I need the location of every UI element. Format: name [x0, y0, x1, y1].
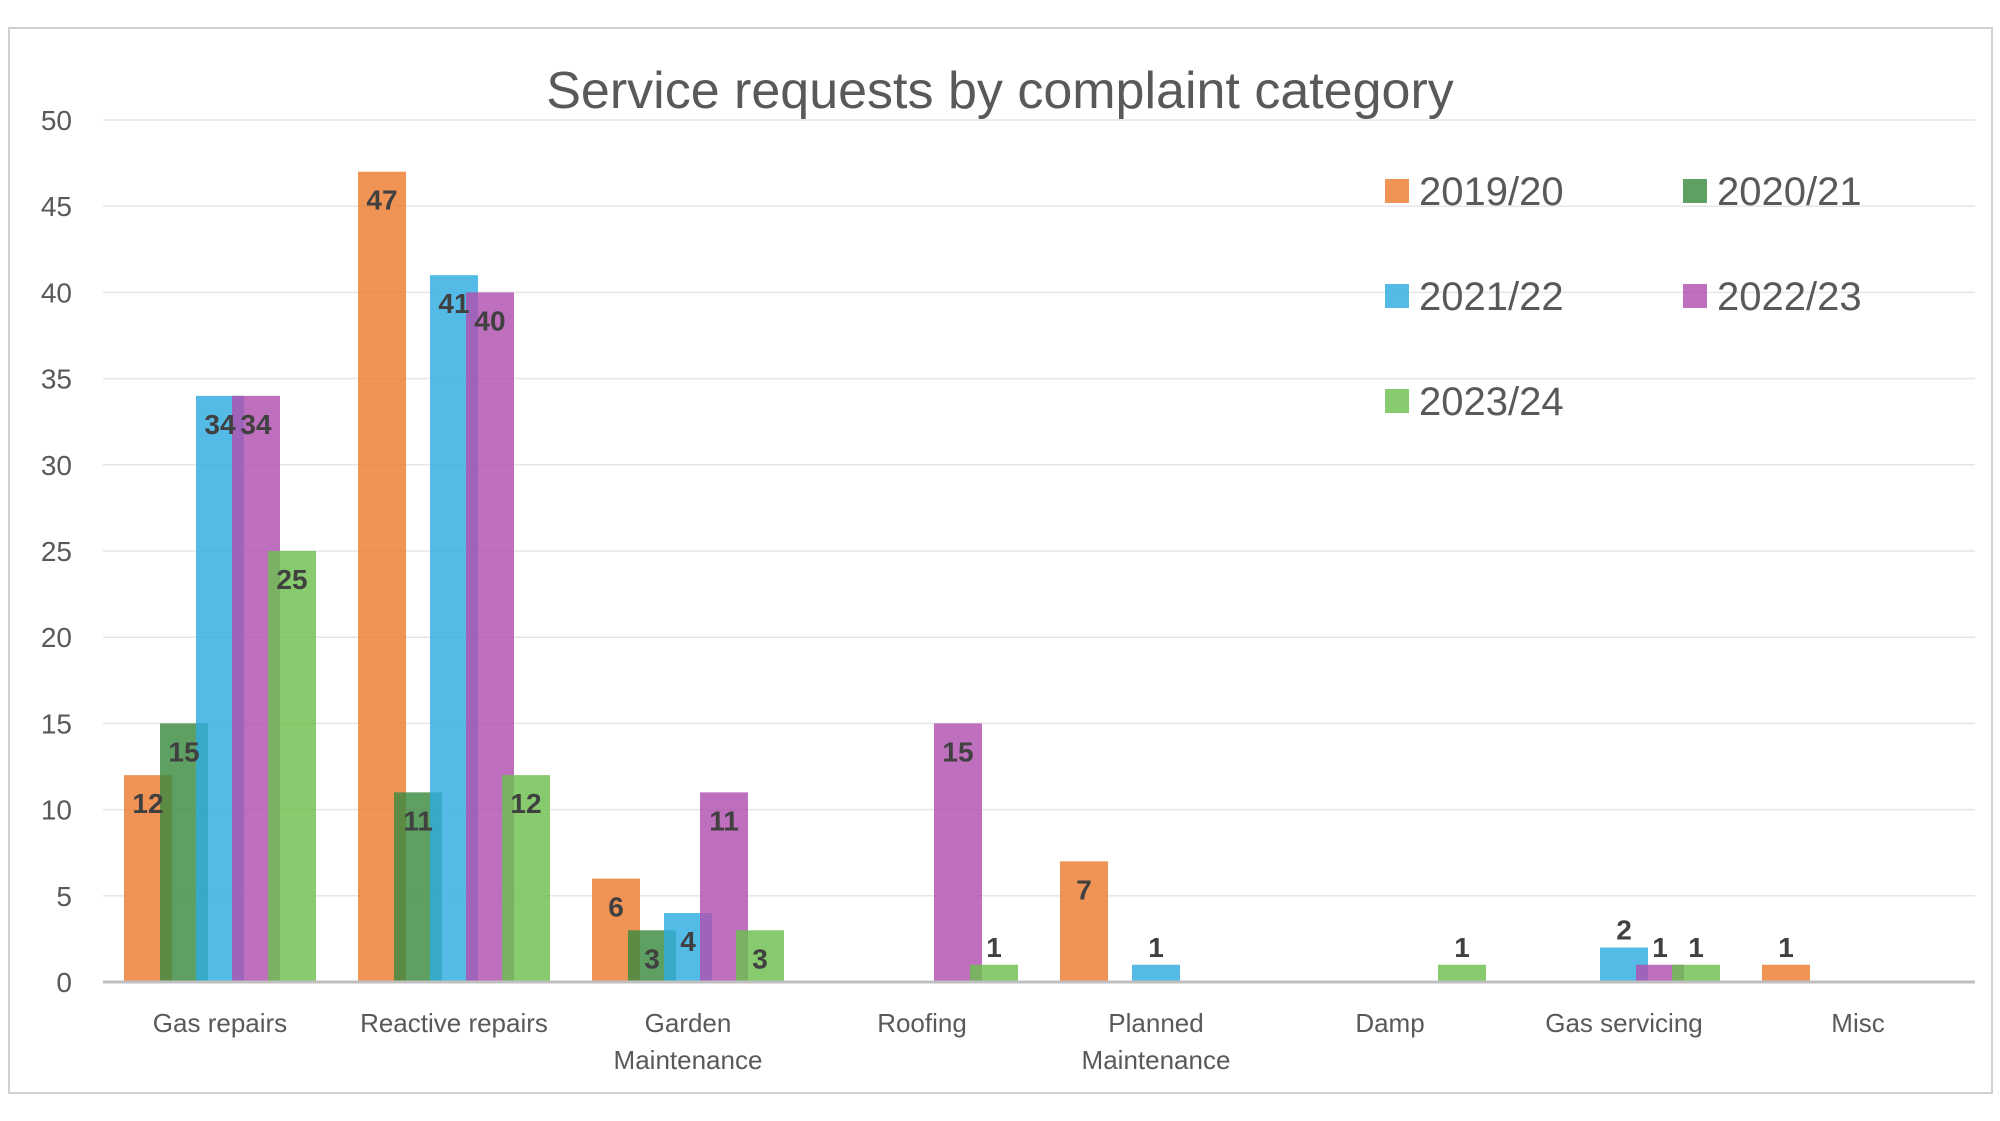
legend-label: 2023/24 — [1419, 380, 1564, 424]
legend-swatch — [1385, 284, 1409, 308]
y-tick-label: 25 — [41, 536, 72, 567]
x-tick-label: Maintenance — [1082, 1045, 1231, 1075]
data-label: 11 — [709, 805, 739, 836]
x-tick-label: Garden — [645, 1008, 732, 1038]
y-tick-label: 0 — [56, 967, 72, 998]
y-tick-label: 50 — [41, 105, 72, 136]
legend: 2019/20 2020/21 2021/22 2022/23 2023/24 — [1385, 170, 1862, 424]
bar — [736, 930, 784, 982]
legend-label: 2019/20 — [1419, 170, 1564, 214]
y-tick-label: 5 — [56, 881, 72, 912]
y-tick-label: 35 — [41, 364, 72, 395]
y-tick-label: 15 — [41, 708, 72, 739]
data-label: 34 — [240, 409, 272, 440]
data-label: 41 — [438, 288, 469, 319]
data-label: 1 — [1688, 932, 1704, 963]
legend-label: 2022/23 — [1717, 275, 1862, 319]
x-tick-label: Roofing — [877, 1008, 967, 1038]
x-tick-label: Reactive repairs — [360, 1008, 548, 1038]
legend-label: 2021/22 — [1419, 275, 1564, 319]
x-tick-label: Gas servicing — [1545, 1008, 1703, 1038]
y-tick-label: 45 — [41, 191, 72, 222]
data-label: 12 — [132, 788, 163, 819]
data-label: 1 — [1778, 932, 1794, 963]
legend-swatch — [1385, 179, 1409, 203]
bar — [1132, 964, 1180, 982]
data-label: 11 — [403, 805, 433, 836]
chart-title: Service requests by complaint category — [546, 62, 1454, 120]
chart-frame — [8, 27, 1993, 1094]
y-tick-label: 20 — [41, 622, 72, 653]
x-tick-label: Planned — [1108, 1008, 1203, 1038]
data-label: 6 — [608, 892, 624, 923]
data-label: 40 — [474, 305, 505, 336]
bar — [1762, 964, 1810, 982]
legend-swatch — [1683, 284, 1707, 308]
data-label: 3 — [752, 943, 768, 974]
bars — [124, 171, 1810, 983]
legend-swatch — [1683, 179, 1707, 203]
legend-swatch — [1385, 389, 1409, 413]
bar — [1438, 964, 1486, 982]
data-label: 2 — [1616, 915, 1632, 946]
data-label: 4 — [680, 926, 696, 957]
y-tick-label: 40 — [41, 277, 72, 308]
y-tick-label: 30 — [41, 450, 72, 481]
bar — [970, 964, 1018, 982]
data-label: 15 — [168, 736, 199, 767]
x-tick-label: Damp — [1355, 1008, 1424, 1038]
data-label: 7 — [1076, 874, 1092, 905]
bar — [502, 775, 550, 982]
bar — [1672, 964, 1720, 982]
y-axis-ticks: 0 5 10 15 20 25 30 35 40 45 50 — [41, 105, 72, 998]
bar — [934, 723, 982, 982]
data-label: 47 — [366, 185, 397, 216]
y-tick-label: 10 — [41, 795, 72, 826]
data-label: 1 — [1148, 932, 1164, 963]
bar — [1060, 861, 1108, 982]
data-label: 1 — [986, 932, 1002, 963]
data-label: 3 — [644, 943, 660, 974]
x-tick-label: Misc — [1831, 1008, 1884, 1038]
x-tick-label: Maintenance — [614, 1045, 763, 1075]
bar — [268, 551, 316, 982]
x-tick-label: Gas repairs — [153, 1008, 287, 1038]
data-label: 34 — [204, 409, 236, 440]
data-label: 15 — [942, 736, 973, 767]
data-label: 1 — [1652, 932, 1668, 963]
data-label: 1 — [1454, 932, 1470, 963]
data-label: 25 — [276, 564, 307, 595]
x-axis-ticks: Gas repairs Reactive repairs Garden Mainten… — [153, 1008, 1885, 1075]
data-label: 12 — [510, 788, 541, 819]
legend-label: 2020/21 — [1717, 170, 1862, 214]
